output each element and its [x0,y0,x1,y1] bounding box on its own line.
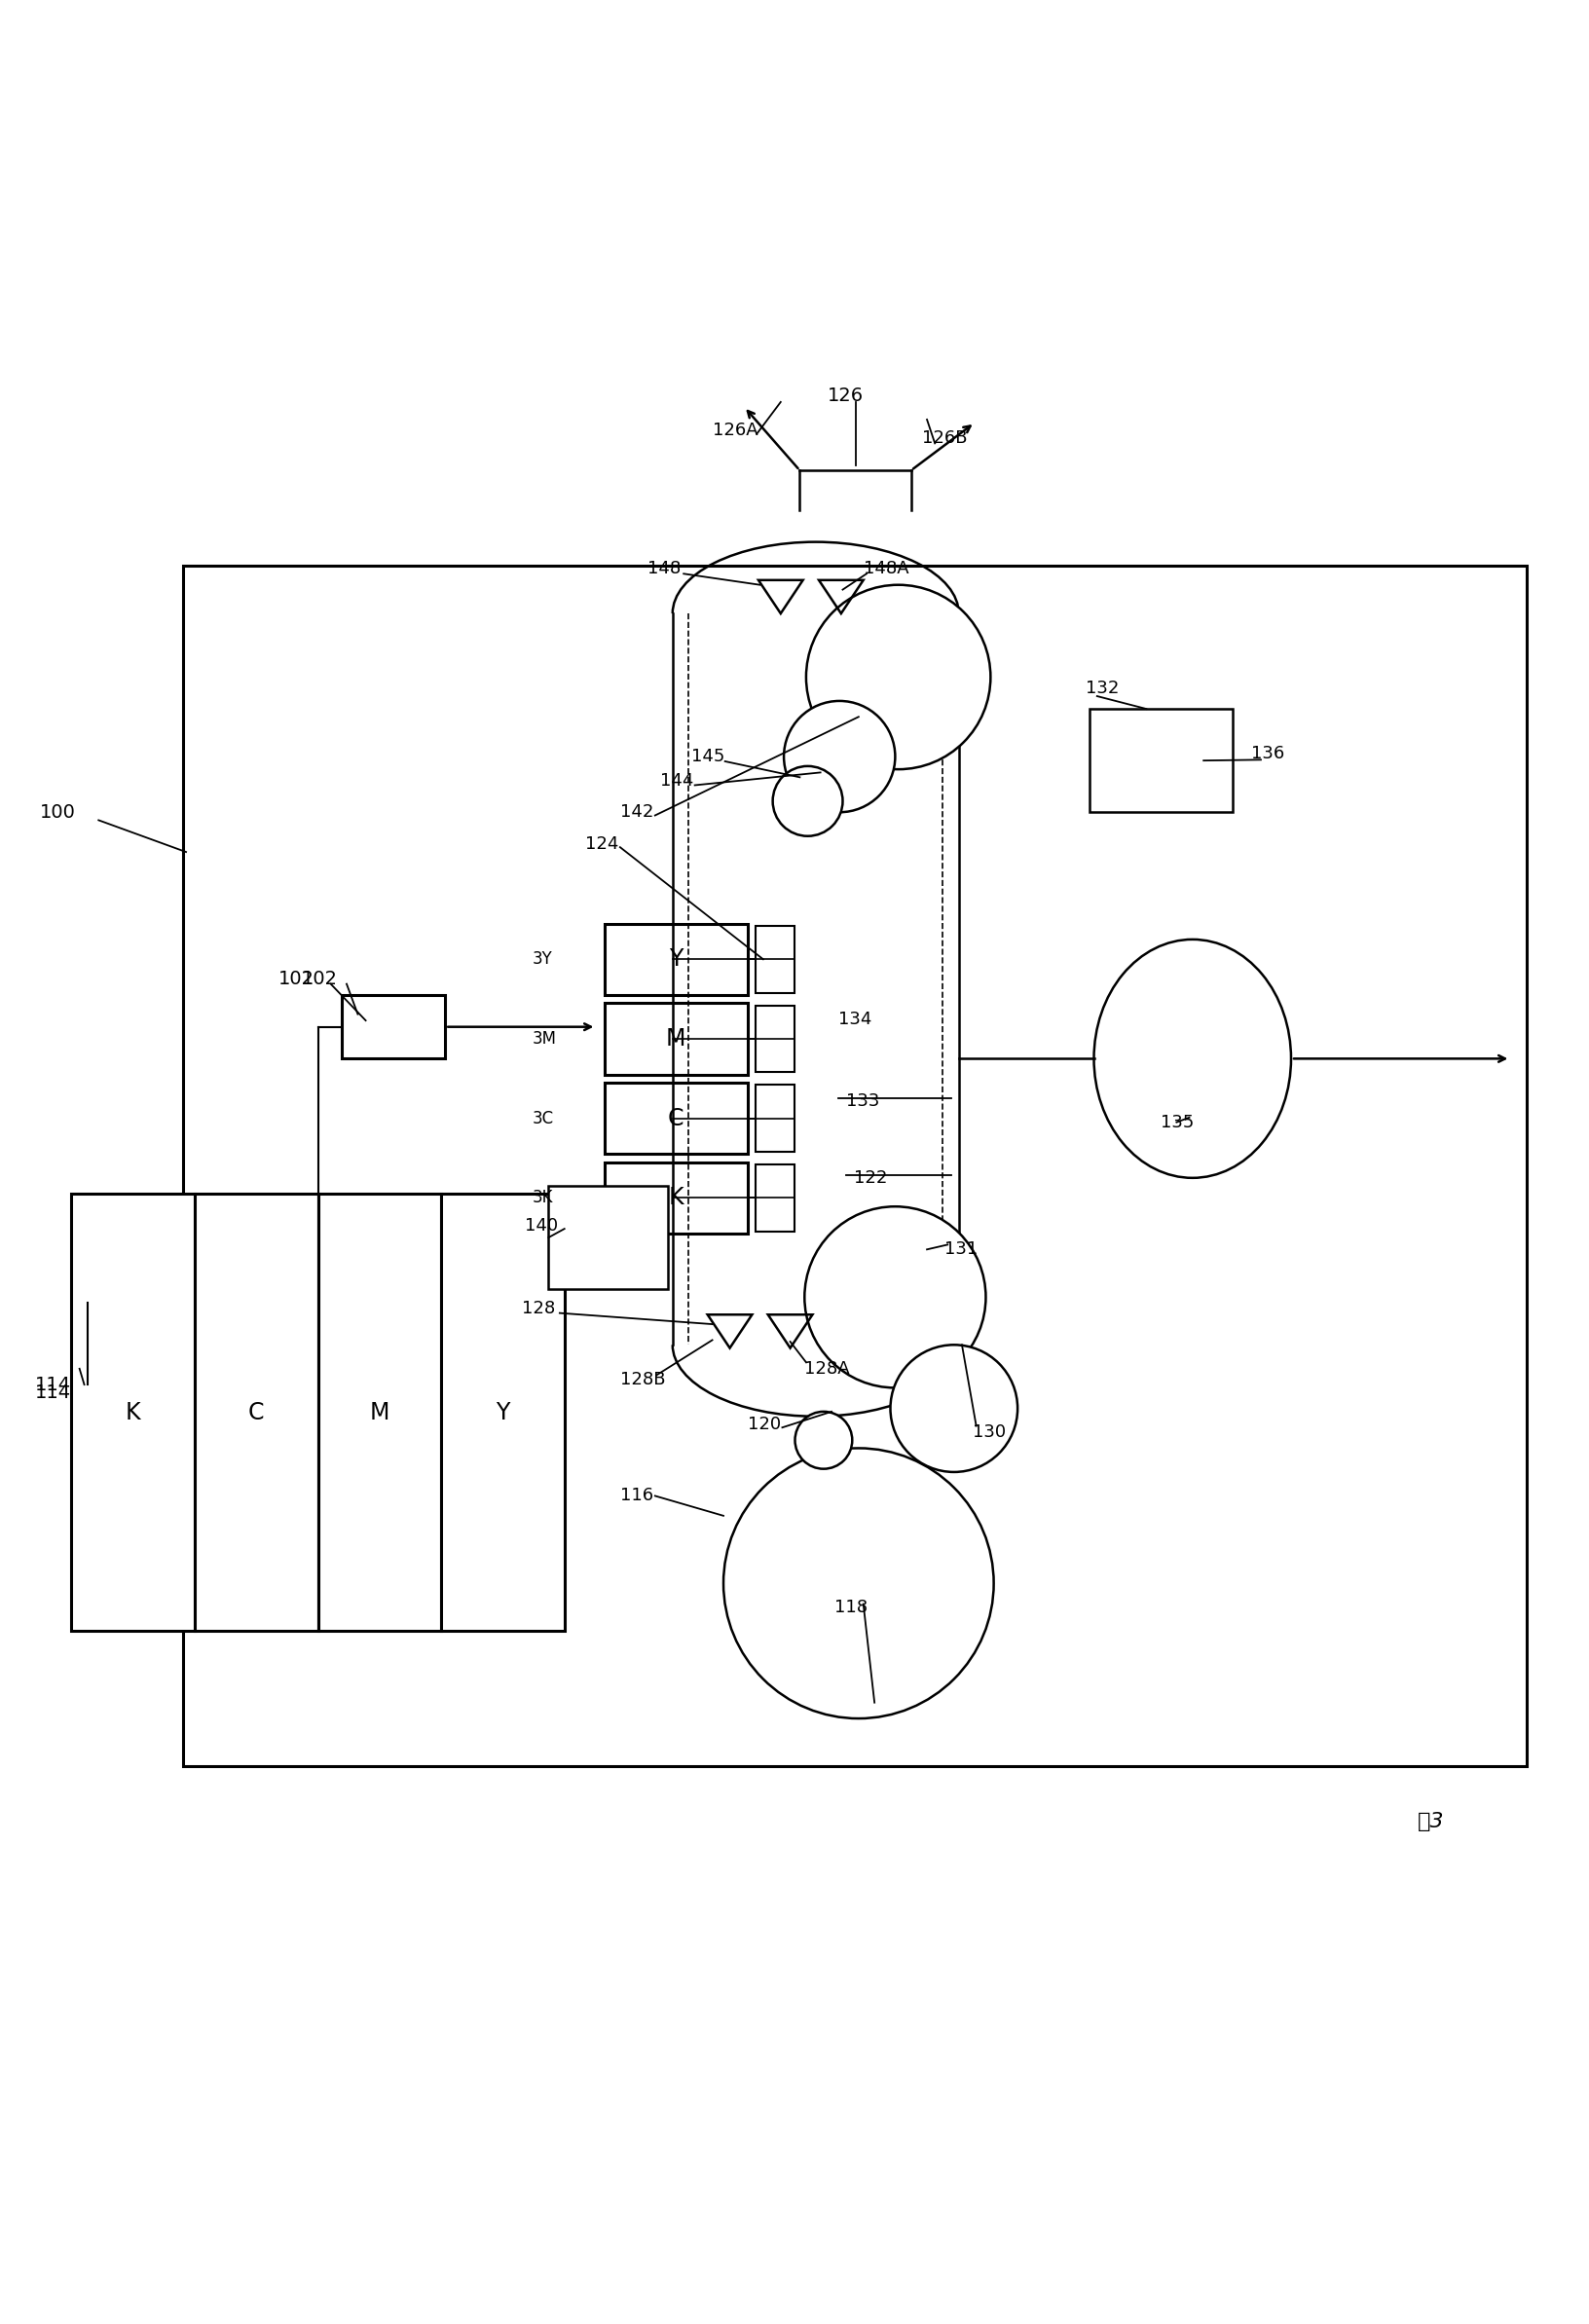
Bar [604,923,747,995]
Bar [194,1195,318,1631]
Text: 102: 102 [302,969,338,988]
Text: 133: 133 [845,1092,879,1111]
Text: C: C [667,1106,683,1129]
Text: 142: 142 [620,804,653,820]
Text: 126B: 126B [922,430,966,446]
Text: Y: Y [669,948,682,971]
Bar [604,1004,747,1074]
Bar [755,1085,794,1153]
Text: C: C [248,1401,264,1425]
Text: 145: 145 [691,748,725,765]
Text: 148A: 148A [863,560,909,579]
Text: 134: 134 [837,1011,871,1027]
Text: 114: 114 [35,1376,72,1394]
Bar [755,925,794,992]
Circle shape [804,1206,985,1387]
Text: 148: 148 [647,560,680,579]
Bar [72,1195,194,1631]
Text: 128B: 128B [620,1371,664,1387]
Text: M: M [666,1027,685,1050]
Text: 130: 130 [972,1425,1006,1441]
Bar [342,995,445,1060]
Bar [755,1006,794,1071]
Ellipse shape [1093,939,1290,1178]
Bar [1088,709,1231,811]
Circle shape [806,586,990,769]
Text: M: M [370,1401,389,1425]
Text: 144: 144 [659,772,693,790]
Text: 126A: 126A [712,423,758,439]
Text: 100: 100 [40,804,76,820]
Text: K: K [126,1401,141,1425]
Text: 126: 126 [828,386,863,404]
Bar [604,1162,747,1234]
Text: 124: 124 [585,834,618,853]
Text: K: K [667,1185,683,1208]
Text: 114: 114 [35,1383,72,1401]
Bar [318,1195,442,1631]
Circle shape [723,1448,993,1717]
Circle shape [794,1411,852,1469]
Text: 3K: 3K [532,1190,553,1206]
Text: 132: 132 [1085,679,1119,697]
Text: 128A: 128A [804,1360,850,1378]
Text: 3C: 3C [532,1109,555,1127]
Text: 140: 140 [524,1218,558,1234]
Text: 135: 135 [1160,1113,1193,1132]
Circle shape [890,1346,1017,1471]
Text: 128: 128 [521,1299,555,1318]
Bar [548,1185,667,1290]
Text: 3Y: 3Y [532,951,553,969]
Bar [442,1195,564,1631]
Circle shape [772,767,842,837]
Text: 136: 136 [1251,744,1284,762]
Bar [755,1164,794,1232]
Text: 120: 120 [747,1415,780,1434]
Text: Y: Y [496,1401,510,1425]
Text: 102: 102 [278,969,315,988]
Text: 116: 116 [620,1487,653,1504]
Text: 122: 122 [853,1169,887,1188]
Text: 118: 118 [834,1599,868,1615]
Text: 131: 131 [944,1241,977,1257]
Text: 图3: 图3 [1417,1813,1443,1831]
Text: 3M: 3M [532,1030,556,1048]
Bar [183,565,1525,1766]
Circle shape [783,702,895,811]
Bar [604,1083,747,1155]
